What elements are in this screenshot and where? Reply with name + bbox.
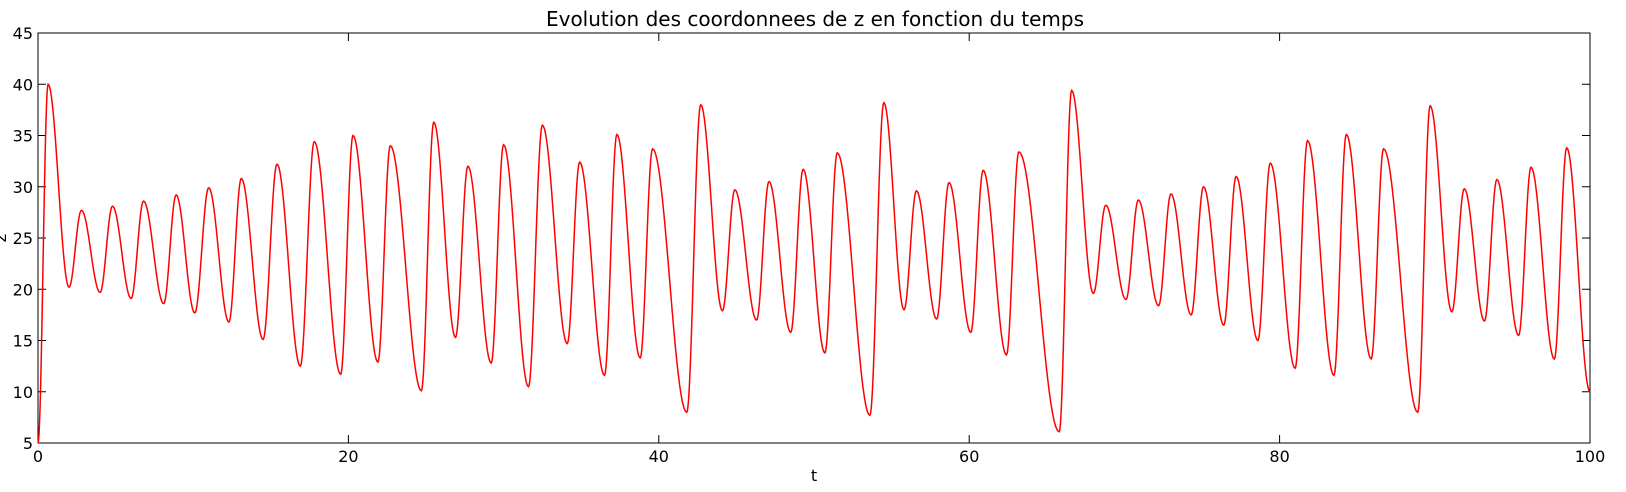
chart-title: Evolution des coordonnees de z en foncti…: [546, 7, 1084, 31]
x-tick-label: 0: [33, 447, 43, 466]
y-tick-label: 45: [13, 24, 33, 43]
y-axis-label: z: [0, 234, 10, 242]
y-tick-label: 20: [13, 280, 33, 299]
x-tick-label: 80: [1269, 447, 1289, 466]
series-line-z: [37, 82, 1591, 444]
y-tick-label: 40: [13, 75, 33, 94]
y-tick-label: 30: [13, 178, 33, 197]
x-axis-label: t: [811, 466, 817, 485]
y-tick-label: 10: [13, 383, 33, 402]
y-tick-label: 35: [13, 127, 33, 146]
y-tick-label: 15: [13, 332, 33, 351]
x-tick-label: 60: [959, 447, 979, 466]
y-tick-label: 25: [13, 229, 33, 248]
x-tick-label: 40: [649, 447, 669, 466]
x-tick-label: 100: [1575, 447, 1606, 466]
y-ticks: 5 10 15 20 25 30 35 40 45: [13, 24, 1590, 453]
x-ticks: 0 20 40 60 80 100: [33, 33, 1605, 466]
y-tick-label: 5: [23, 434, 33, 453]
x-tick-label: 20: [338, 447, 358, 466]
